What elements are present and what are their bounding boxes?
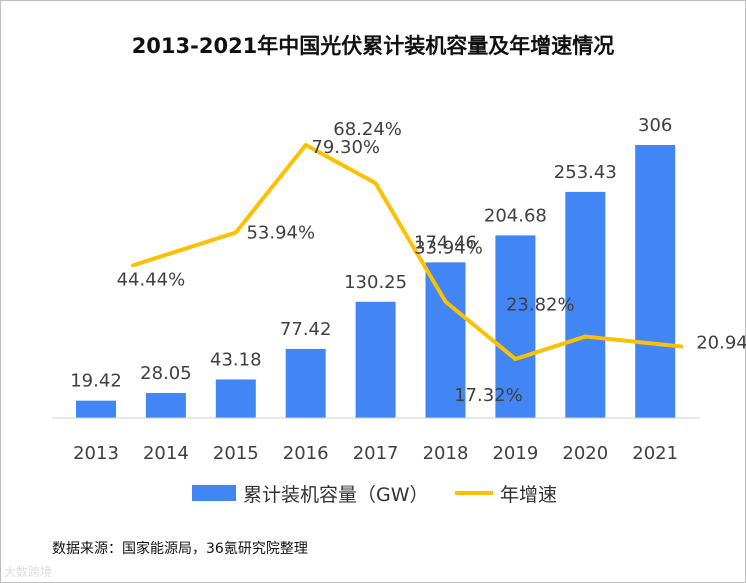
growth-rate-label: 44.44%	[117, 269, 186, 290]
growth-rate-label: 17.32%	[454, 385, 523, 406]
bar-value-label: 253.43	[554, 162, 617, 183]
bar-2017	[355, 301, 396, 418]
watermark: 大数跨境	[4, 565, 53, 579]
bar-2020	[565, 191, 606, 418]
growth-rate-label: 53.94%	[246, 223, 315, 244]
x-tick-label: 2021	[632, 443, 678, 464]
bar-2018	[425, 262, 466, 418]
bar-2021	[635, 145, 676, 418]
x-tick-label: 2020	[562, 443, 608, 464]
bar-value-label: 19.42	[70, 371, 122, 392]
data-source-note: 数据来源：国家能源局，36氪研究院整理	[52, 541, 308, 557]
legend: 累计装机容量（GW） 年增速	[192, 484, 557, 506]
legend-bar-label: 累计装机容量（GW）	[243, 484, 429, 506]
growth-rate-label: 68.24%	[333, 119, 402, 140]
x-tick-label: 2018	[423, 443, 469, 464]
bar-value-label: 204.68	[484, 205, 547, 226]
bar-value-label: 174.46	[414, 232, 477, 253]
x-tick-label: 2013	[73, 443, 119, 464]
chart-title: 2013-2021年中国光伏累计装机容量及年增速情况	[131, 34, 615, 58]
legend-bar-swatch	[192, 485, 236, 501]
bar-2016	[285, 348, 326, 418]
bar-2015	[215, 379, 256, 418]
growth-rate-label: 33.94%	[414, 238, 483, 259]
growth-rate-label: 20.94%	[696, 333, 746, 354]
growth-rate-line	[130, 143, 684, 361]
bar-value-label: 77.42	[280, 319, 332, 340]
bar-value-label: 130.25	[344, 272, 407, 293]
x-tick-label: 2019	[492, 443, 538, 464]
legend-line-label: 年增速	[500, 484, 557, 506]
bar-value-label: 28.05	[140, 363, 192, 384]
x-tick-label: 2017	[353, 443, 399, 464]
x-tick-label: 2015	[213, 443, 259, 464]
bar-value-label: 43.18	[210, 349, 262, 370]
bar-2014	[145, 392, 186, 418]
bar-2013	[76, 400, 116, 418]
bar-value-label: 306	[638, 115, 672, 136]
growth-rate-label: 23.82%	[506, 295, 575, 316]
bar-2019	[495, 235, 536, 418]
x-tick-label: 2016	[283, 443, 329, 464]
growth-rate-label: 79.30%	[311, 137, 380, 158]
x-tick-label: 2014	[143, 443, 189, 464]
